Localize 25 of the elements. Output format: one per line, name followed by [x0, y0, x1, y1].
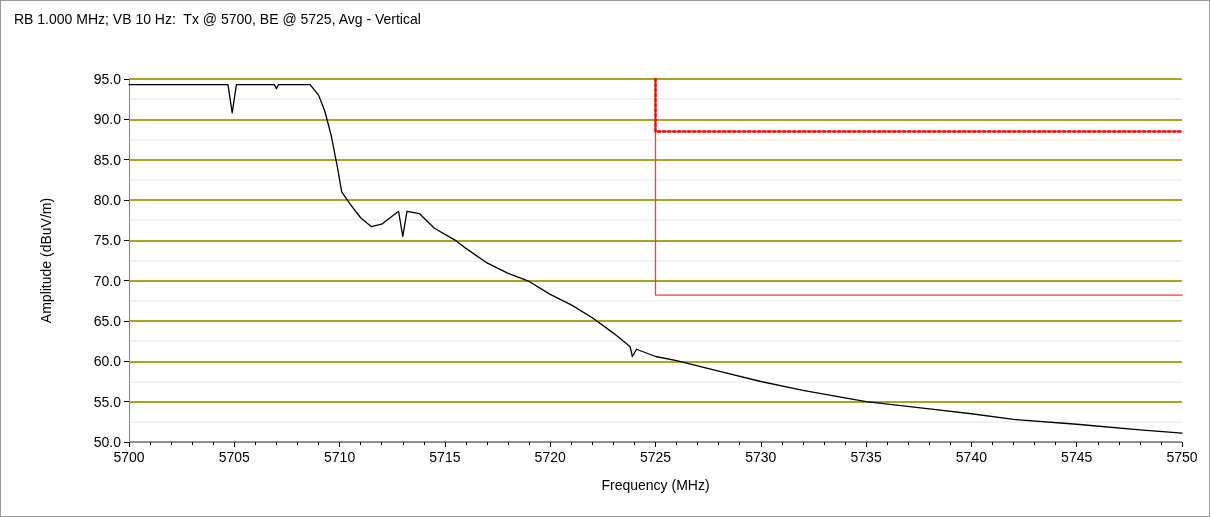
x-tick-label: 5715 [429, 449, 461, 465]
x-tick-label: 5750 [1166, 449, 1198, 465]
x-tick-label: 5745 [1061, 449, 1093, 465]
x-tick-label: 5705 [218, 449, 251, 465]
line-series [128, 84, 1183, 434]
y-tick-label: 50.0 [93, 434, 122, 450]
y-tick-label: 60.0 [93, 353, 122, 370]
y-tick-label: 90.0 [93, 111, 122, 128]
y-axis-title: Amplitude (dBuV/m) [38, 197, 54, 324]
x-axis-title: Frequency (MHz) [601, 477, 710, 493]
x-tick-label: 5740 [955, 449, 988, 465]
y-tick-label: 75.0 [93, 232, 122, 249]
x-tick-label: 5730 [745, 449, 777, 465]
y-tick-label: 55.0 [93, 393, 122, 410]
y-tick-label: 80.0 [93, 192, 122, 208]
x-tick-label: 5710 [324, 449, 356, 465]
x-tick-label: 5735 [850, 449, 882, 465]
chart-title: RB 1.000 MHz; VB 10 Hz: Tx @ 5700, BE @ 5725, Avg - Vertical [14, 11, 421, 27]
y-tick-label: 70.0 [93, 272, 122, 289]
x-tick-label: 5720 [534, 449, 566, 465]
y-tick-label: 95.0 [93, 71, 122, 87]
y-tick-label: 85.0 [93, 151, 122, 168]
x-tick-label: 5700 [113, 449, 145, 465]
x-tick-label: 5725 [639, 449, 672, 465]
y-tick-label: 65.0 [93, 313, 122, 329]
